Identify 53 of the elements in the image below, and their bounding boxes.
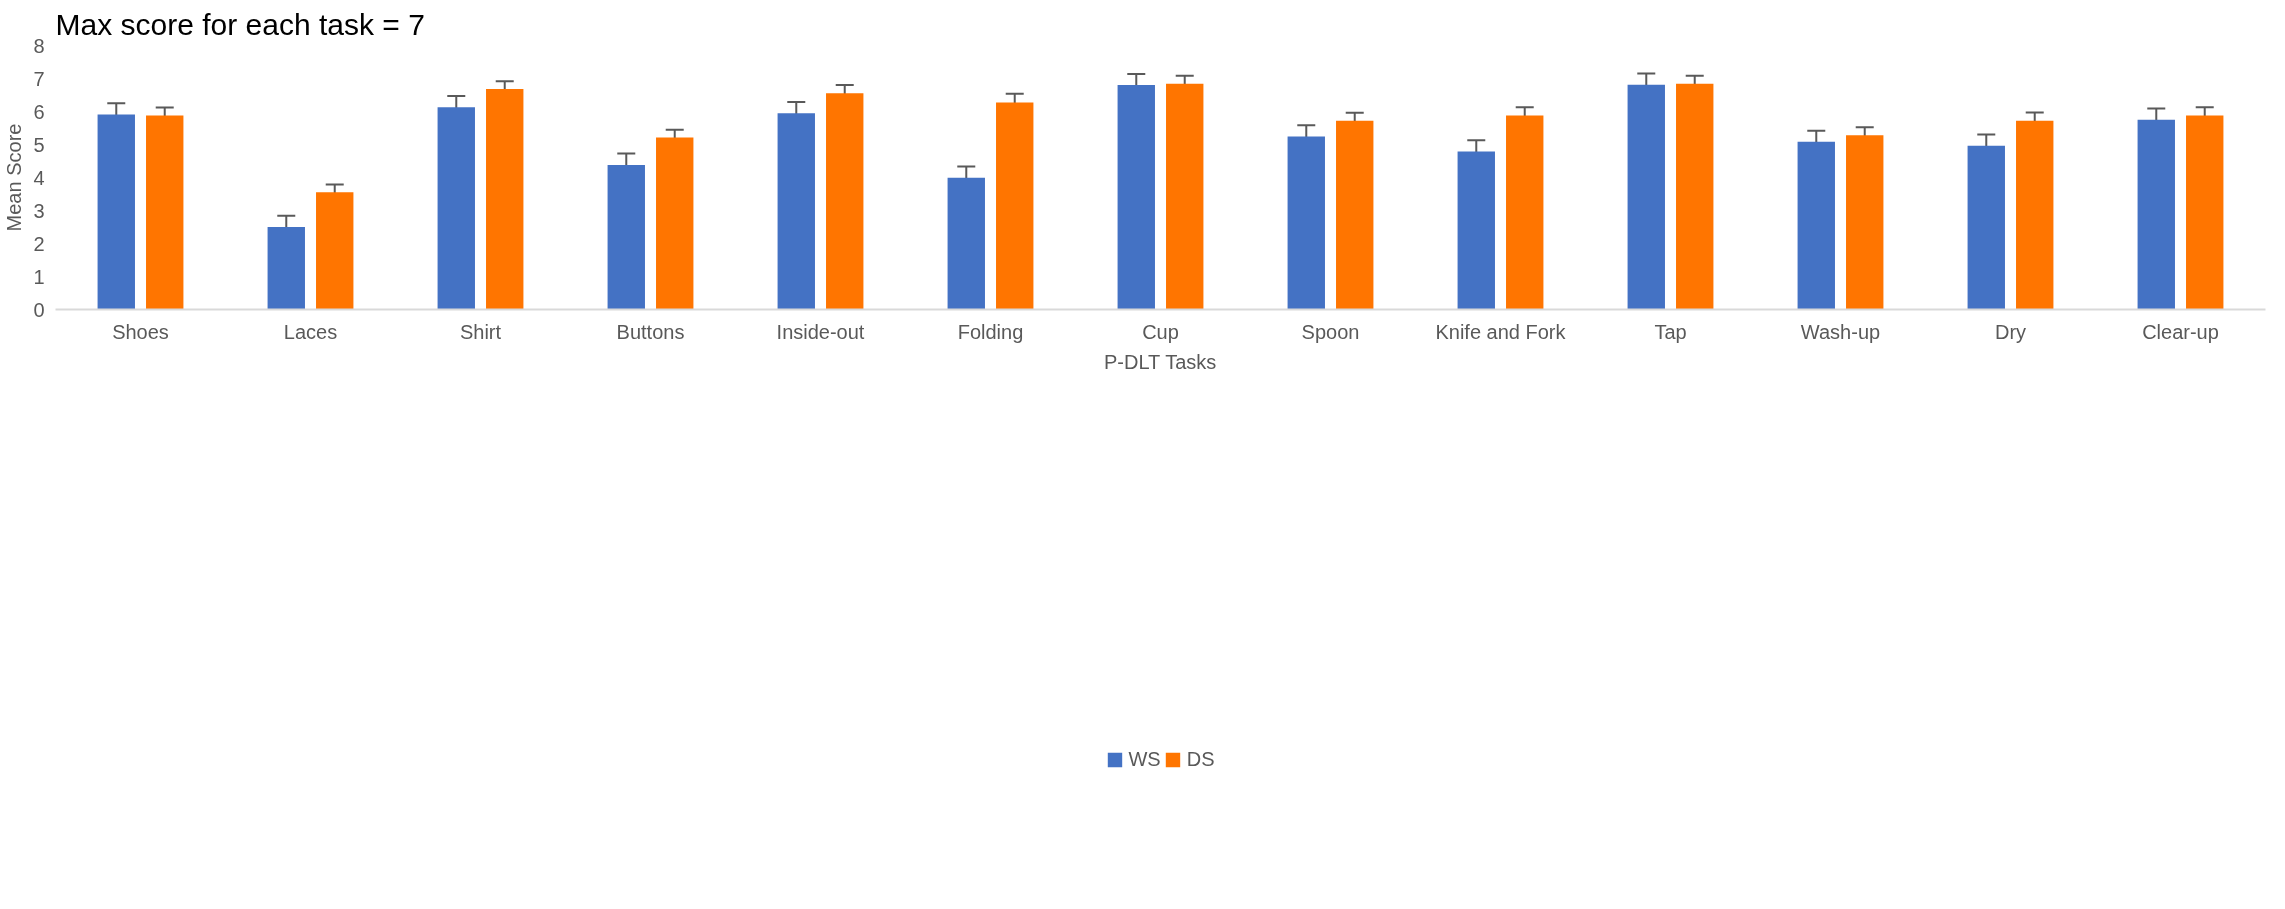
x-tick-label: Cup [1142, 320, 1179, 343]
bar [1846, 135, 1884, 310]
bar [2016, 120, 2054, 310]
bar [1457, 151, 1495, 310]
y-tick-label: 8 [33, 34, 45, 57]
bar [267, 227, 305, 310]
chart-title: Max score for each task = 7 [55, 7, 425, 41]
x-tick-label: Spoon [1301, 320, 1360, 343]
bar [97, 114, 135, 310]
bar [1676, 83, 1714, 310]
x-tick-label: Wash-up [1800, 320, 1881, 343]
x-tick-label: Laces [283, 320, 338, 343]
x-tick-label: Clear-up [2142, 320, 2219, 343]
bar [1117, 85, 1155, 310]
y-tick-label: 2 [33, 232, 45, 255]
bar [316, 192, 354, 310]
y-tick-label: 6 [33, 100, 45, 123]
y-tick-label: 5 [33, 133, 45, 156]
x-tick-label: Inside-out [776, 320, 865, 343]
bar [947, 177, 985, 310]
legend-label: DS [1186, 747, 1215, 771]
bar [777, 113, 815, 310]
x-tick-label: Shoes [112, 320, 169, 343]
legend-label: WS [1128, 747, 1161, 771]
y-tick-label: 3 [33, 199, 45, 222]
x-tick-label: Folding [957, 320, 1024, 343]
bar [607, 164, 645, 310]
bar [996, 102, 1034, 310]
bar [1166, 83, 1204, 310]
y-tick-label: 1 [33, 265, 45, 288]
x-axis-title: P-DLT Tasks [1104, 350, 1217, 373]
bar [826, 93, 864, 310]
bar [656, 137, 694, 310]
y-tick-label: 7 [33, 67, 45, 90]
x-tick-label: Shirt [459, 320, 502, 343]
bar [437, 107, 475, 310]
bar [1627, 84, 1665, 310]
y-axis-title: Mean Score [3, 123, 26, 232]
x-tick-label: Buttons [616, 320, 685, 343]
bar [2137, 119, 2175, 310]
x-tick-label: Tap [1654, 320, 1687, 343]
y-tick-label: 4 [33, 166, 45, 189]
bar [1287, 136, 1325, 310]
bar [486, 89, 524, 310]
x-tick-label: Dry [1994, 320, 2027, 343]
bar [2186, 115, 2224, 310]
y-tick-label: 0 [33, 298, 45, 321]
bar [1967, 145, 2005, 310]
bar [146, 115, 184, 310]
bar [1336, 120, 1374, 310]
bar [1506, 115, 1544, 310]
bar [1797, 141, 1835, 310]
x-tick-label: Knife and Fork [1435, 320, 1567, 343]
